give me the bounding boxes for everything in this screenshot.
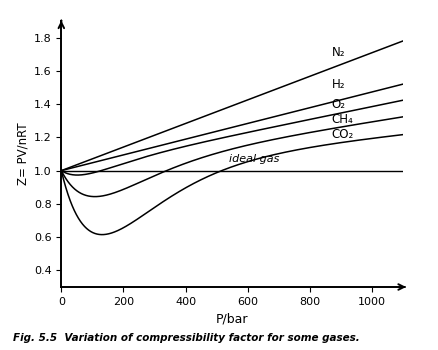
Text: ideal gas: ideal gas	[229, 154, 279, 164]
Text: CO₂: CO₂	[332, 127, 354, 141]
Text: Fig. 5.5  Variation of compressibility factor for some gases.: Fig. 5.5 Variation of compressibility fa…	[13, 333, 360, 343]
Y-axis label: Z= PV/nRT: Z= PV/nRT	[17, 123, 30, 185]
Text: N₂: N₂	[332, 46, 345, 59]
X-axis label: P/bar: P/bar	[216, 312, 248, 325]
Text: O₂: O₂	[332, 98, 346, 111]
Text: CH₄: CH₄	[332, 113, 353, 126]
Text: H₂: H₂	[332, 78, 345, 91]
